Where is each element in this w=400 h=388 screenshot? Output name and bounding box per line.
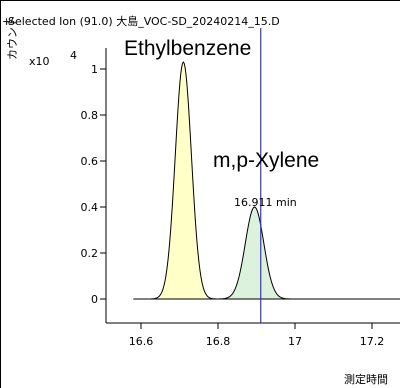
y-axis-label: カウント bbox=[6, 16, 19, 60]
x-axis-label: 測定時間 bbox=[344, 372, 388, 386]
x-tick-label: 16.8 bbox=[206, 335, 231, 348]
series-label-ethylbenzene: Ethylbenzene bbox=[124, 37, 251, 60]
y-tick-label: 1 bbox=[91, 63, 98, 76]
series-label-mp-xylene: m,p-Xylene bbox=[213, 149, 319, 172]
marker-label: 16.911 min bbox=[234, 196, 297, 209]
y-exponent: 4 bbox=[70, 49, 77, 62]
peaks-group bbox=[149, 61, 294, 300]
x-tick-label: 16.6 bbox=[129, 335, 154, 348]
x-tick-label: 17 bbox=[288, 335, 302, 348]
y-multiplier: x10 bbox=[29, 55, 50, 68]
y-tick-label: 0 bbox=[91, 293, 98, 306]
x-ticks-group: 16.6 16.8 17 17.2 bbox=[129, 323, 385, 348]
y-tick-label: 0.8 bbox=[81, 109, 99, 122]
peak-ethylbenzene bbox=[149, 61, 218, 300]
x-tick-label: 17.2 bbox=[360, 335, 385, 348]
title-prefix: + bbox=[2, 15, 11, 28]
y-tick-label: 0.6 bbox=[81, 155, 99, 168]
y-tick-label: 0.2 bbox=[81, 247, 99, 260]
chart-title: Selected Ion (91.0) 大島_VOC-SD_20240214_1… bbox=[8, 14, 280, 28]
y-ticks-group: 0 0.2 0.4 0.6 0.8 1 bbox=[81, 63, 106, 306]
y-tick-label: 0.4 bbox=[81, 201, 99, 214]
peak-mp-xylene bbox=[215, 206, 294, 300]
